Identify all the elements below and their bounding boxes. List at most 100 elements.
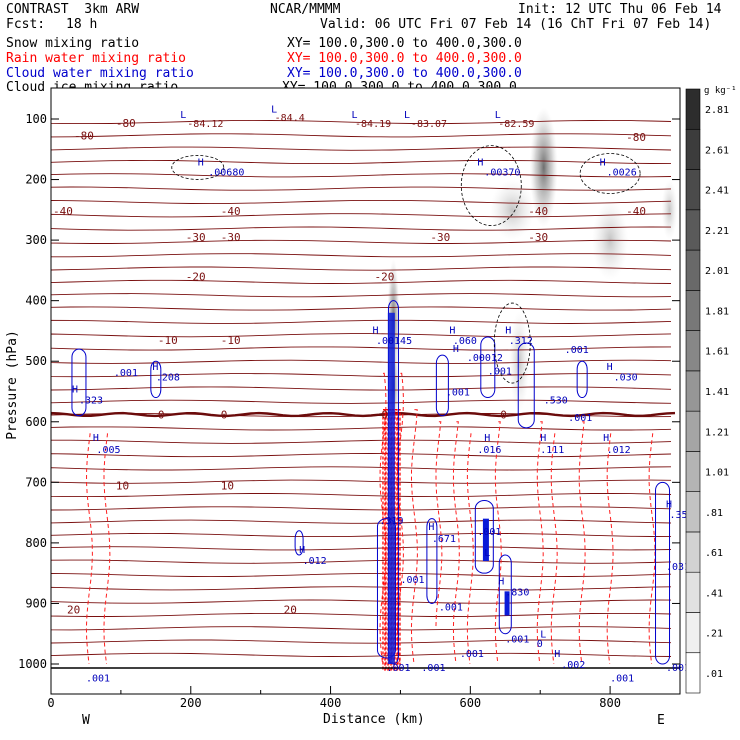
colorbar-tick-label: .41 <box>705 588 723 599</box>
extremum-label: H <box>600 157 606 168</box>
colorbar-tick-label: 1.81 <box>705 306 729 317</box>
cloud-water-contour <box>150 360 162 399</box>
snow-shading-blob <box>509 311 530 412</box>
plot-background <box>51 88 680 694</box>
temperature-label: -20 <box>186 270 206 283</box>
colorbar-tick-label: 2.01 <box>705 266 729 277</box>
temperature-label: -40 <box>53 205 73 218</box>
temperature-contour-line <box>51 239 672 244</box>
extremum-label: -83.07 <box>411 119 447 130</box>
cloud-water-contour <box>517 342 535 429</box>
cloud-ice-contour <box>460 145 522 227</box>
temperature-label: -40 <box>626 205 646 218</box>
legend-rain-xy: XY= 100.0,300.0 to 400.0,300.0 <box>287 51 522 66</box>
extremum-label: .001 <box>114 368 138 379</box>
temperature-label: -40 <box>221 205 241 218</box>
extremum-label: .001 <box>666 663 690 674</box>
rain-water-contour <box>606 433 614 665</box>
extremum-label: .030 <box>614 372 638 383</box>
temperature-contour-line <box>51 399 672 404</box>
cloud-water-core <box>387 312 395 664</box>
y-tick-label: 400 <box>25 294 47 308</box>
colorbar-segment <box>685 410 701 452</box>
temperature-contour-line <box>51 599 672 604</box>
extremum-label: .830 <box>505 587 529 598</box>
temperature-label: -30 <box>528 231 548 244</box>
extremum-label: .001 <box>446 388 470 399</box>
temperature-contour-line <box>51 173 672 178</box>
colorbar-tick-label: .61 <box>705 548 723 559</box>
extremum-label: L <box>404 110 410 121</box>
temperature-contour-line <box>51 506 672 511</box>
legend-snow-xy: XY= 100.0,300.0 to 400.0,300.0 <box>287 36 522 51</box>
temperature-contour-line <box>51 333 672 338</box>
temperature-contour-line <box>51 306 672 311</box>
extremum-label: -84.12 <box>187 119 223 130</box>
temperature-label: 10 <box>116 479 129 492</box>
extremum-label: H <box>198 157 204 168</box>
temperature-contour-line <box>51 439 672 444</box>
freezing-level-line <box>51 411 676 418</box>
extremum-label: .001 <box>477 527 501 538</box>
extremum-label: L <box>271 105 277 116</box>
temperature-label: -80 <box>116 117 136 130</box>
org-label: NCAR/MMMM <box>270 2 341 17</box>
temperature-contour-line <box>51 639 672 644</box>
extremum-label: -84.4 <box>275 113 305 124</box>
extremum-label: H <box>152 362 158 373</box>
rain-core-contour <box>397 409 401 671</box>
colorbar-segment <box>685 491 701 533</box>
rain-water-contour <box>435 421 443 628</box>
temperature-contour-line <box>51 612 672 617</box>
extremum-label: .016 <box>477 445 501 456</box>
colorbar-segment <box>685 652 701 694</box>
temperature-contour-line <box>51 279 672 284</box>
rain-water-contour <box>396 372 404 665</box>
x-tick-label: 0 <box>47 696 54 710</box>
temperature-contour-line <box>51 453 672 458</box>
temperature-label: 10 <box>221 479 234 492</box>
extremum-label: L <box>495 110 501 121</box>
colorbar-unit: g kg⁻¹ <box>704 86 737 96</box>
extremum-label: .00145 <box>376 336 412 347</box>
colorbar-tick-label: 1.41 <box>705 387 729 398</box>
colorbar-tick-label: 2.61 <box>705 145 729 156</box>
temperature-label: -20 <box>374 270 394 283</box>
extremum-label: H <box>540 433 546 444</box>
extremum-label: .671 <box>432 534 456 545</box>
temperature-label: -80 <box>626 131 646 144</box>
east-label: E <box>657 713 665 728</box>
temperature-contour-line <box>51 119 672 125</box>
extremum-label: .208 <box>156 372 180 383</box>
extremum-label: .001 <box>565 345 589 356</box>
extremum-label: .001 <box>421 663 445 674</box>
temperature-contour-line <box>51 293 672 298</box>
extremum-label: .323 <box>79 395 103 406</box>
extremum-label: H <box>607 362 613 373</box>
cloud-ice-contour <box>493 302 531 384</box>
temperature-label: -30 <box>221 231 241 244</box>
init-label: Init: 12 UTC Thu 06 Feb 14 <box>518 2 722 17</box>
fcst-value: 18 h <box>66 17 98 32</box>
colorbar-segment <box>685 330 701 372</box>
extremum-label: H <box>603 433 609 444</box>
x-tick-label: 800 <box>599 696 621 710</box>
extremum-label: .0026 <box>607 168 637 179</box>
temperature-contour-line <box>51 359 672 364</box>
colorbar-tick-label: 1.01 <box>705 468 729 479</box>
temperature-contour-line <box>51 466 672 471</box>
temperature-contour-line <box>51 226 672 231</box>
colorbar-segment <box>685 571 701 613</box>
extremum-label: H <box>449 326 455 337</box>
rain-core-contour <box>394 409 398 671</box>
colorbar-segment <box>685 531 701 573</box>
cloud-water-contour <box>426 518 438 604</box>
cloud-water-contour <box>376 518 396 659</box>
y-tick-label: 1000 <box>18 657 47 671</box>
legend-rain-label: Rain water mixing ratio <box>6 51 187 66</box>
extremum-label: H <box>554 649 560 660</box>
extremum-label: L <box>180 110 186 121</box>
extremum-label: H <box>453 344 459 355</box>
colorbar-segment <box>685 290 701 331</box>
temperature-label: -30 <box>430 231 450 244</box>
